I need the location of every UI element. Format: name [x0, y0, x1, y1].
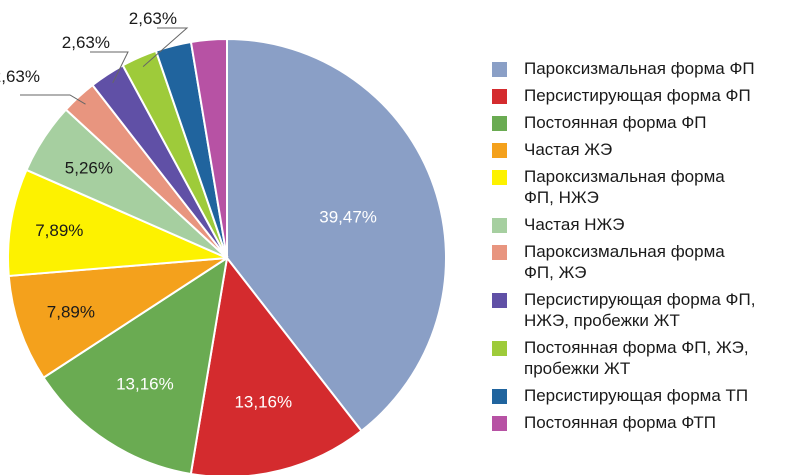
pie-slice — [7, 168, 228, 278]
pie-slice — [189, 37, 228, 259]
data-label: 39,47% — [319, 208, 377, 227]
legend-swatch — [492, 293, 507, 308]
legend-item: Пароксизмальная форма ФП — [492, 58, 792, 79]
data-label: 2,63% — [62, 33, 110, 52]
leader-line — [142, 27, 189, 67]
legend-swatch — [492, 416, 507, 431]
legend-item: Постоянная форма ФП, ЖЭ, пробежки ЖТ — [492, 337, 792, 379]
legend-swatch — [492, 116, 507, 131]
pie-slice — [189, 255, 363, 475]
legend-swatch — [492, 341, 507, 356]
legend-swatch — [492, 389, 507, 404]
data-label: 2,63% — [129, 9, 177, 28]
legend-label: Постоянная форма ФП — [524, 113, 707, 132]
legend-item: Персистирующая форма ФП, НЖЭ, пробежки Ж… — [492, 289, 792, 331]
legend-label: Частая ЖЭ — [524, 140, 613, 159]
legend-swatch — [492, 143, 507, 158]
legend-item: Пароксизмальная форма ФП, ЖЭ — [492, 241, 792, 283]
leader-line — [20, 94, 86, 105]
legend-label: Персистирующая форма ТП — [524, 386, 749, 405]
data-label: 5,26% — [65, 159, 113, 178]
legend: Пароксизмальная форма ФП Персистирующая ф… — [492, 58, 792, 439]
legend-label: Пароксизмальная форма ФП, НЖЭ — [524, 167, 725, 207]
pie-slice — [226, 37, 447, 433]
legend-label: Пароксизмальная форма ФП — [524, 59, 755, 78]
legend-swatch — [492, 170, 507, 185]
pie-slices — [7, 37, 447, 475]
legend-item: Частая НЖЭ — [492, 214, 792, 235]
data-label: 2,63% — [0, 67, 40, 86]
data-label: 7,89% — [47, 303, 95, 322]
pie-slice — [7, 257, 228, 380]
leader-lines — [20, 27, 189, 105]
legend-item: Персистирующая форма ФП — [492, 85, 792, 106]
legend-label: Частая НЖЭ — [524, 215, 625, 234]
pie-slice — [42, 255, 229, 475]
legend-item: Частая ЖЭ — [492, 139, 792, 160]
legend-item: Персистирующая форма ТП — [492, 385, 792, 406]
data-label: 13,16% — [116, 375, 174, 394]
data-label: 13,16% — [234, 393, 292, 412]
legend-swatch — [492, 245, 507, 260]
legend-swatch — [492, 62, 507, 77]
legend-swatch — [492, 89, 507, 104]
legend-swatch — [492, 218, 507, 233]
legend-label: Пароксизмальная форма ФП, ЖЭ — [524, 242, 725, 282]
legend-label: Персистирующая форма ФП — [524, 86, 751, 105]
legend-label: Постоянная форма ФТП — [524, 413, 716, 432]
legend-item: Постоянная форма ФТП — [492, 412, 792, 433]
legend-label: Постоянная форма ФП, ЖЭ, пробежки ЖТ — [524, 338, 749, 378]
leader-line — [90, 51, 129, 84]
legend-item: Постоянная форма ФП — [492, 112, 792, 133]
legend-item: Пароксизмальная форма ФП, НЖЭ — [492, 166, 792, 208]
data-label: 7,89% — [35, 221, 83, 240]
legend-label: Персистирующая форма ФП, НЖЭ, пробежки Ж… — [524, 290, 756, 330]
data-labels: 39,47% 13,16% 13,16% 7,89% 7,89% 5,26% 2,63% 2,… — [0, 9, 377, 412]
